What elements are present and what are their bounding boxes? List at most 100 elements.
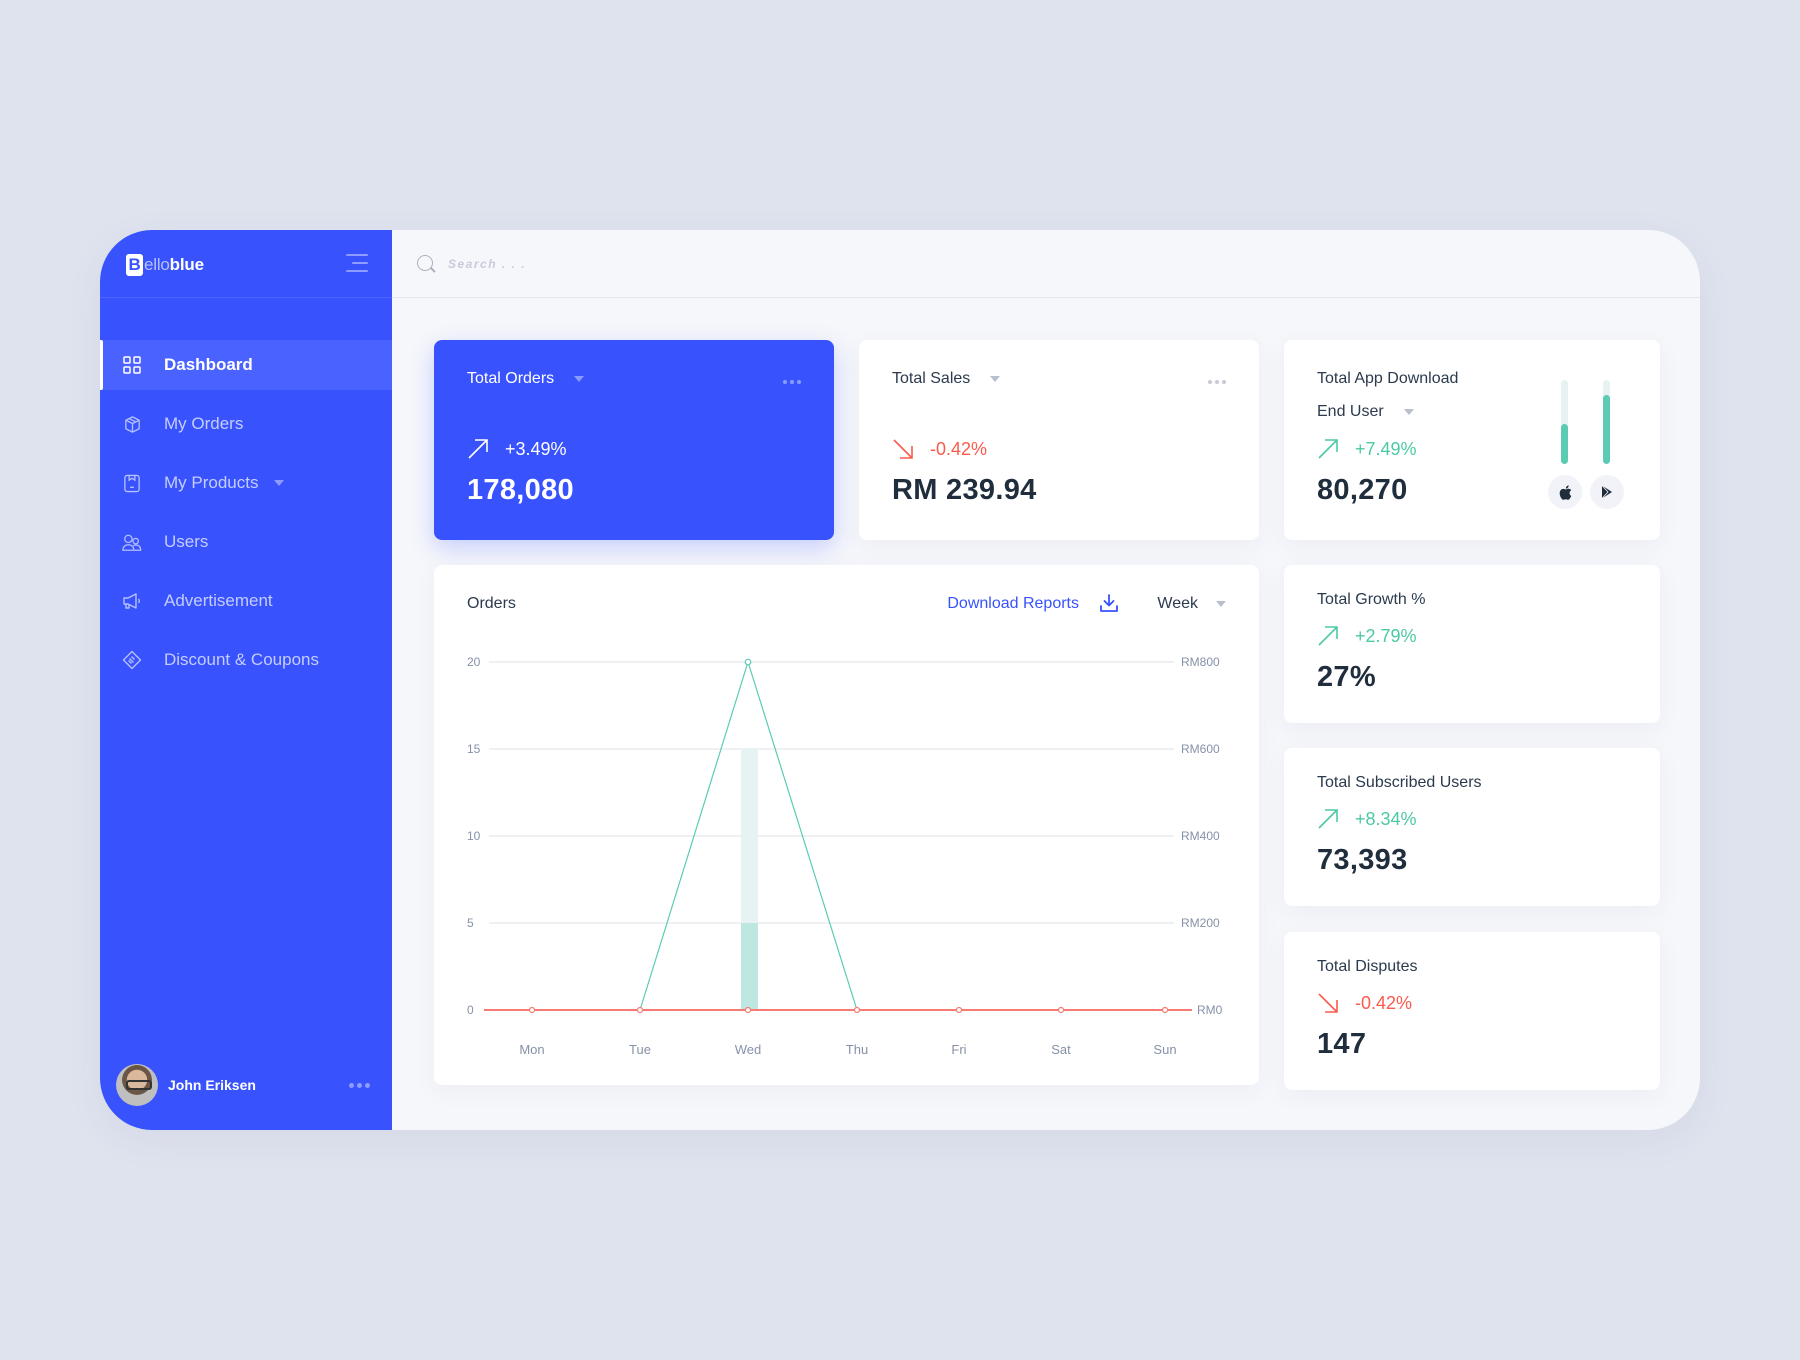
card-title-text: Total Sales	[892, 370, 971, 387]
delta-indicator: +7.49%	[1317, 438, 1417, 460]
user-profile[interactable]: John Eriksen	[116, 1063, 376, 1107]
svg-text:5: 5	[467, 916, 474, 930]
delta-indicator: -0.42%	[1317, 992, 1412, 1014]
svg-text:RM400: RM400	[1181, 829, 1220, 843]
product-icon	[122, 473, 142, 493]
svg-text:RM0: RM0	[1197, 1003, 1223, 1017]
delta-value: +3.49%	[505, 438, 567, 459]
svg-text:Sat: Sat	[1051, 1042, 1071, 1057]
card-value: 147	[1317, 1028, 1367, 1060]
total-growth-card: Total Growth % +2.79% 27%	[1284, 565, 1660, 723]
megaphone-icon	[122, 591, 142, 611]
download-icon[interactable]	[1099, 593, 1119, 618]
delta-value: +2.79%	[1355, 625, 1417, 646]
store-download-bars	[1548, 380, 1627, 510]
delta-value: -0.42%	[930, 438, 988, 459]
orders-chart-card: Orders Download Reports Week 20 15 10 5 …	[434, 565, 1259, 1085]
delta-value: -0.42%	[1355, 992, 1413, 1013]
chart-title: Orders	[467, 595, 516, 612]
delta-indicator: +2.79%	[1317, 625, 1417, 647]
arrow-up-right-icon	[468, 439, 488, 459]
svg-text:Mon: Mon	[519, 1042, 544, 1057]
sidebar-item-discount-coupons[interactable]: Discount & Coupons	[100, 635, 392, 685]
more-options-icon[interactable]	[783, 380, 801, 384]
more-options-icon[interactable]	[349, 1082, 370, 1088]
chevron-down-icon[interactable]	[1403, 408, 1414, 415]
app-window: B ello blue Dashboard My Order	[100, 230, 1700, 1130]
sidebar-item-advertisement[interactable]: Advertisement	[100, 576, 392, 626]
hamburger-icon	[346, 254, 368, 256]
svg-text:Fri: Fri	[951, 1042, 966, 1057]
total-sales-card: Total Sales -0.42% RM 239.94	[859, 340, 1259, 540]
chevron-down-icon[interactable]	[990, 375, 1001, 382]
card-value: 27%	[1317, 661, 1376, 693]
ios-download-bar	[1561, 380, 1568, 464]
svg-text:RM200: RM200	[1181, 916, 1220, 930]
arrow-up-right-icon	[1318, 439, 1338, 459]
chevron-down-icon[interactable]	[574, 375, 585, 382]
logo[interactable]: B ello blue	[126, 254, 204, 276]
user-name: John Eriksen	[168, 1077, 256, 1093]
card-value: 73,393	[1317, 844, 1408, 876]
chevron-down-icon[interactable]	[274, 480, 285, 486]
svg-text:Sun: Sun	[1153, 1042, 1176, 1057]
sidebar: B ello blue Dashboard My Order	[100, 230, 392, 1130]
grid-icon	[122, 355, 142, 375]
user-type-select[interactable]: End User	[1317, 403, 1414, 421]
svg-text:0: 0	[467, 1003, 474, 1017]
x-axis: Mon Tue Wed Thu Fri Sat Sun	[519, 1042, 1176, 1057]
sidebar-item-label: Discount & Coupons	[164, 650, 319, 669]
subscribed-users-card: Total Subscribed Users +8.34% 73,393	[1284, 748, 1660, 906]
tag-icon	[122, 650, 142, 670]
sidebar-item-dashboard[interactable]: Dashboard	[100, 340, 392, 390]
delta-indicator: +3.49%	[467, 438, 567, 460]
sidebar-item-label: Advertisement	[164, 591, 273, 610]
app-download-card: Total App Download End User +7.49% 80,27…	[1284, 340, 1660, 540]
avatar[interactable]	[116, 1064, 158, 1106]
arrow-up-right-icon	[1318, 626, 1338, 646]
arrow-down-right-icon	[1318, 993, 1338, 1013]
arrow-down-right-icon	[893, 439, 913, 459]
android-download-bar	[1603, 380, 1610, 464]
box-icon	[122, 414, 142, 434]
svg-text:15: 15	[467, 742, 481, 756]
search-input[interactable]	[448, 256, 848, 271]
sidebar-nav: Dashboard My Orders My Products Users	[100, 340, 392, 694]
play-store-button[interactable]	[1590, 475, 1624, 509]
sidebar-item-users[interactable]: Users	[100, 517, 392, 567]
svg-text:Wed: Wed	[735, 1042, 762, 1057]
chevron-down-icon[interactable]	[1216, 601, 1226, 607]
orders-line-chart: 20 15 10 5 0 RM800 RM600 RM400 RM200 RM0	[467, 655, 1223, 1057]
card-title[interactable]: Total Sales	[892, 370, 1001, 388]
delta-indicator: +8.34%	[1317, 808, 1417, 830]
card-title: Total Growth %	[1317, 591, 1426, 608]
card-title: Total Disputes	[1317, 958, 1418, 975]
svg-text:20: 20	[467, 655, 481, 669]
bar-wed-value	[741, 923, 758, 1010]
delta-value: +7.49%	[1355, 438, 1417, 459]
svg-text:Tue: Tue	[629, 1042, 651, 1057]
search-icon[interactable]	[416, 254, 436, 274]
svg-text:Thu: Thu	[846, 1042, 868, 1057]
card-title: Total Subscribed Users	[1317, 774, 1482, 791]
period-select[interactable]: Week	[1157, 595, 1226, 613]
menu-toggle-button[interactable]	[346, 254, 368, 272]
hamburger-icon-line	[346, 270, 368, 272]
svg-text:RM600: RM600	[1181, 742, 1220, 756]
card-title-text: Total Orders	[467, 370, 555, 387]
card-title: Total App Download	[1317, 370, 1459, 387]
play-store-icon	[1601, 485, 1612, 499]
download-reports-link[interactable]: Download Reports	[947, 595, 1079, 612]
card-title[interactable]: Total Orders	[467, 370, 585, 388]
sidebar-item-my-orders[interactable]: My Orders	[100, 399, 392, 449]
logo-mark: B	[126, 254, 143, 276]
more-options-icon[interactable]	[1208, 380, 1226, 384]
disputes-card: Total Disputes -0.42% 147	[1284, 932, 1660, 1090]
select-value: End User	[1317, 403, 1384, 420]
sidebar-item-my-products[interactable]: My Products	[100, 458, 392, 508]
delta-indicator: -0.42%	[892, 438, 987, 460]
users-icon	[122, 532, 142, 552]
logo-row: B ello blue	[100, 230, 392, 298]
svg-text:10: 10	[467, 829, 481, 843]
apple-store-button[interactable]	[1548, 475, 1582, 509]
